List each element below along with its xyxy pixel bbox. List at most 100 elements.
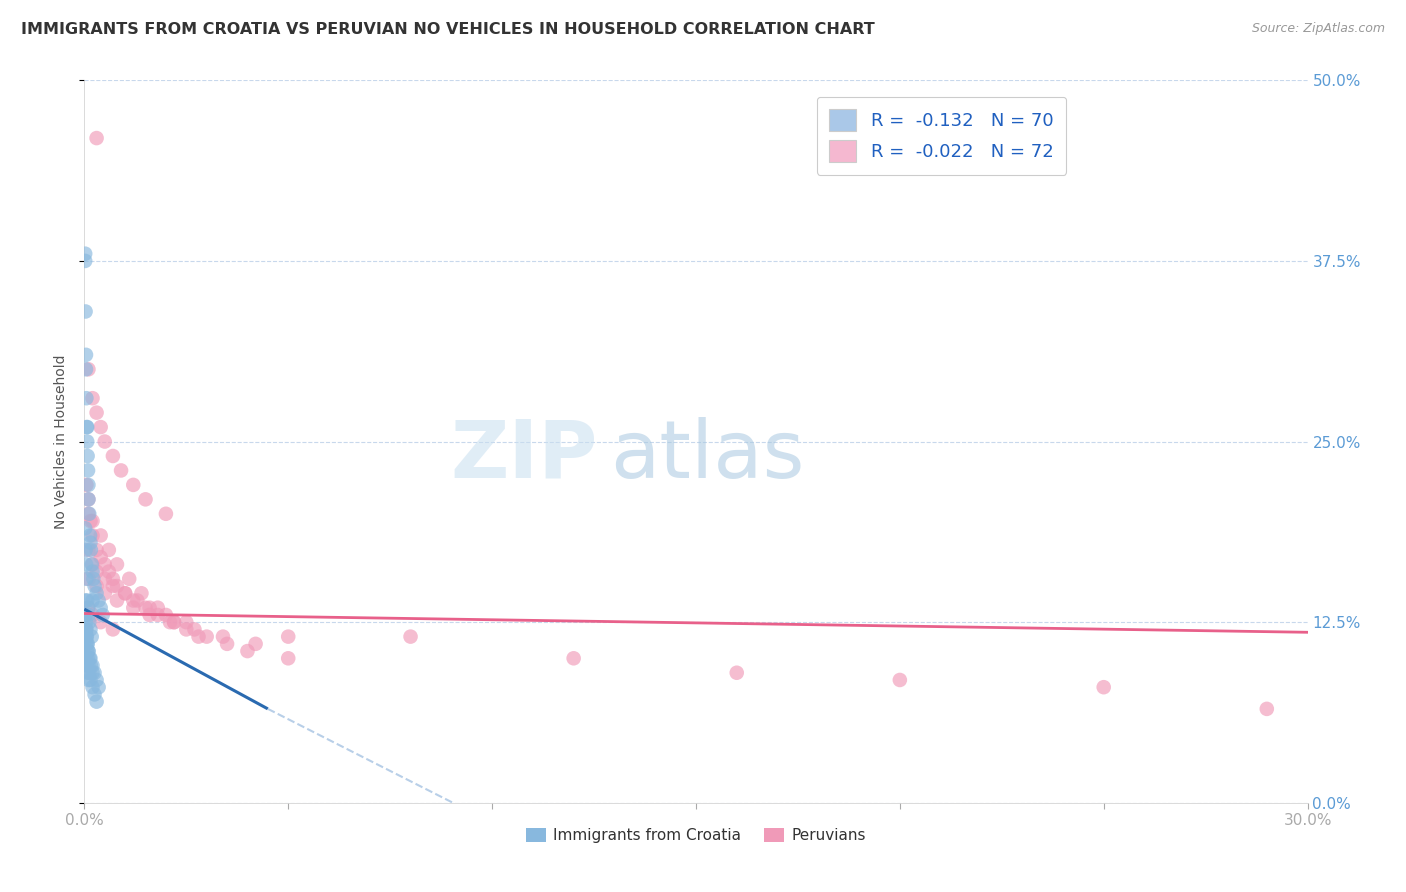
- Point: [155, 607, 177, 622]
- Point: [77, 463, 100, 477]
- Point: [105, 558, 128, 572]
- Point: [86, 131, 108, 145]
- Point: [75, 362, 97, 376]
- Point: [75, 630, 97, 644]
- Point: [187, 630, 209, 644]
- Point: [159, 615, 181, 630]
- Point: [725, 665, 748, 680]
- Point: [79, 673, 101, 687]
- Point: [86, 542, 108, 557]
- Point: [90, 528, 112, 542]
- Point: [75, 637, 97, 651]
- Point: [135, 492, 157, 507]
- Point: [399, 630, 422, 644]
- Point: [86, 695, 108, 709]
- Point: [77, 492, 100, 507]
- Point: [183, 623, 205, 637]
- Point: [105, 579, 128, 593]
- Point: [245, 637, 267, 651]
- Point: [76, 637, 98, 651]
- Point: [80, 630, 103, 644]
- Point: [93, 434, 115, 449]
- Point: [76, 637, 98, 651]
- Point: [77, 600, 100, 615]
- Point: [562, 651, 585, 665]
- Point: [163, 615, 186, 630]
- Point: [90, 550, 112, 565]
- Point: [83, 579, 105, 593]
- Point: [80, 658, 103, 673]
- Point: [82, 593, 104, 607]
- Point: [75, 391, 97, 405]
- Point: [79, 514, 101, 528]
- Point: [76, 420, 98, 434]
- Point: [77, 615, 100, 630]
- Point: [77, 644, 100, 658]
- Point: [75, 542, 97, 557]
- Point: [77, 600, 100, 615]
- Point: [75, 348, 97, 362]
- Point: [75, 630, 97, 644]
- Point: [75, 623, 97, 637]
- Point: [76, 644, 98, 658]
- Text: IMMIGRANTS FROM CROATIA VS PERUVIAN NO VEHICLES IN HOUSEHOLD CORRELATION CHART: IMMIGRANTS FROM CROATIA VS PERUVIAN NO V…: [21, 22, 875, 37]
- Point: [77, 507, 100, 521]
- Point: [93, 572, 115, 586]
- Point: [75, 558, 97, 572]
- Point: [76, 630, 98, 644]
- Point: [82, 680, 104, 694]
- Point: [101, 572, 124, 586]
- Point: [122, 600, 145, 615]
- Point: [122, 593, 145, 607]
- Point: [79, 623, 101, 637]
- Point: [155, 507, 177, 521]
- Point: [105, 593, 128, 607]
- Point: [122, 478, 145, 492]
- Point: [75, 607, 97, 622]
- Point: [75, 651, 97, 665]
- Point: [217, 637, 239, 651]
- Point: [75, 658, 97, 673]
- Point: [75, 572, 97, 586]
- Point: [75, 478, 97, 492]
- Point: [212, 630, 235, 644]
- Point: [77, 507, 100, 521]
- Point: [90, 600, 112, 615]
- Point: [79, 651, 101, 665]
- Point: [236, 644, 259, 658]
- Point: [135, 600, 157, 615]
- Point: [174, 623, 197, 637]
- Point: [75, 615, 97, 630]
- Point: [77, 542, 100, 557]
- Point: [75, 623, 97, 637]
- Point: [86, 673, 108, 687]
- Point: [77, 673, 100, 687]
- Point: [91, 607, 114, 622]
- Point: [86, 565, 108, 579]
- Point: [1256, 702, 1278, 716]
- Point: [87, 593, 110, 607]
- Point: [131, 586, 153, 600]
- Point: [277, 651, 299, 665]
- Point: [82, 528, 104, 542]
- Point: [82, 572, 104, 586]
- Y-axis label: No Vehicles in Household: No Vehicles in Household: [55, 354, 69, 529]
- Point: [90, 615, 112, 630]
- Point: [146, 600, 169, 615]
- Point: [75, 593, 97, 607]
- Point: [82, 391, 104, 405]
- Point: [138, 607, 160, 622]
- Point: [76, 434, 98, 449]
- Point: [93, 586, 115, 600]
- Point: [79, 528, 101, 542]
- Point: [101, 449, 124, 463]
- Point: [114, 586, 136, 600]
- Point: [77, 492, 100, 507]
- Point: [277, 630, 299, 644]
- Point: [75, 607, 97, 622]
- Point: [195, 630, 218, 644]
- Point: [77, 478, 100, 492]
- Point: [101, 579, 124, 593]
- Text: ZIP: ZIP: [451, 417, 598, 495]
- Point: [75, 304, 97, 318]
